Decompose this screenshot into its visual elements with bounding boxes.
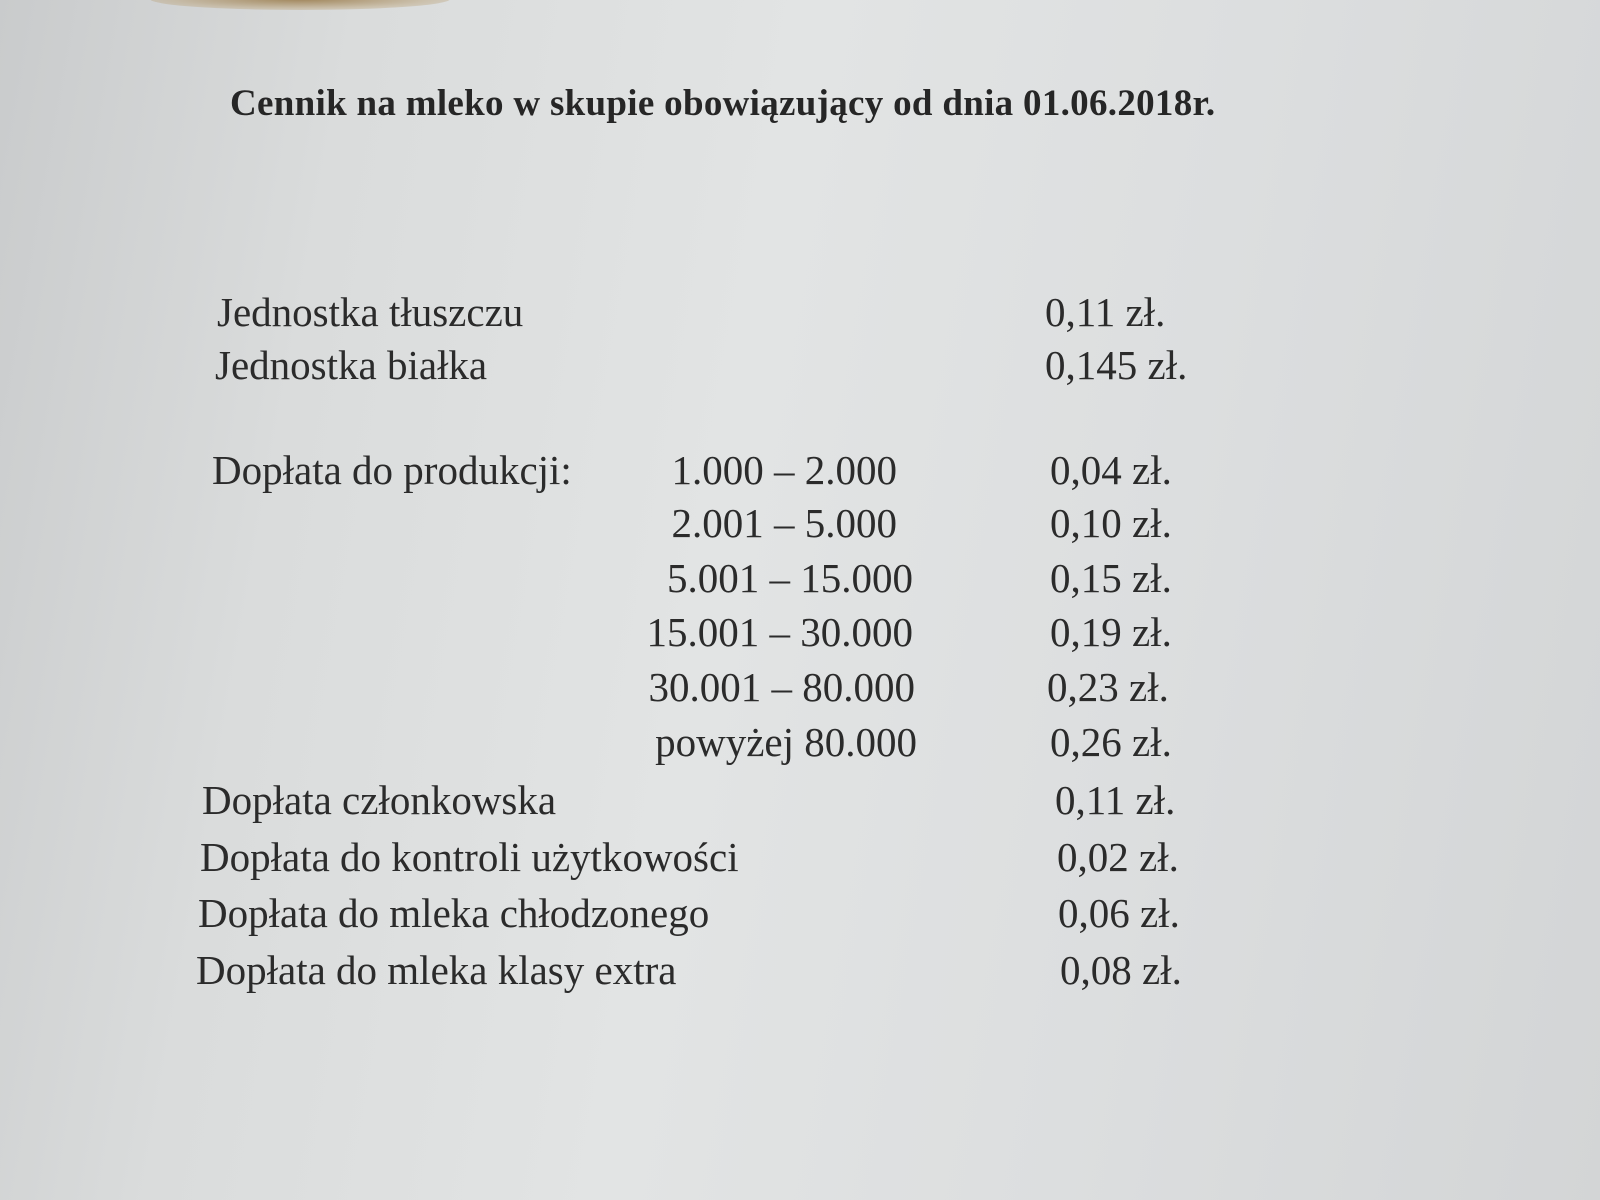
row-label: Jednostka tłuszczu bbox=[217, 289, 524, 335]
row-range: powyżej 80.000 bbox=[655, 719, 917, 765]
row-label: Dopłata do mleka chłodzonego bbox=[198, 890, 710, 936]
row-range: 2.001 – 5.000 bbox=[671, 500, 898, 546]
row-value: 0,10 zł. bbox=[1050, 500, 1172, 546]
row-value: 0,26 zł. bbox=[1050, 719, 1172, 765]
page-title: Cennik na mleko w skupie obowiązujący od… bbox=[230, 83, 1216, 124]
row-range: 30.001 – 80.000 bbox=[648, 664, 916, 710]
row-label: Dopłata do mleka klasy extra bbox=[196, 947, 677, 993]
row-label: Dopłata członkowska bbox=[202, 777, 557, 823]
row-value: 0,145 zł. bbox=[1045, 342, 1188, 388]
row-value: 0,23 zł. bbox=[1047, 664, 1169, 710]
row-value: 0,02 zł. bbox=[1057, 834, 1179, 880]
row-label: Dopłata do produkcji: bbox=[212, 447, 572, 493]
row-value: 0,08 zł. bbox=[1060, 947, 1182, 993]
row-value: 0,15 zł. bbox=[1050, 555, 1172, 601]
paper-smudge bbox=[150, 0, 450, 10]
row-value: 0,19 zł. bbox=[1050, 609, 1172, 655]
row-label: Dopłata do kontroli użytkowości bbox=[200, 834, 739, 880]
row-range: 1.000 – 2.000 bbox=[671, 447, 898, 493]
row-value: 0,04 zł. bbox=[1050, 447, 1172, 493]
row-value: 0,06 zł. bbox=[1058, 890, 1180, 936]
row-range: 5.001 – 15.000 bbox=[667, 555, 913, 601]
row-label: Jednostka białka bbox=[215, 342, 488, 388]
row-value: 0,11 zł. bbox=[1045, 289, 1166, 335]
row-value: 0,11 zł. bbox=[1055, 777, 1176, 823]
row-range: 15.001 – 30.000 bbox=[646, 609, 914, 655]
